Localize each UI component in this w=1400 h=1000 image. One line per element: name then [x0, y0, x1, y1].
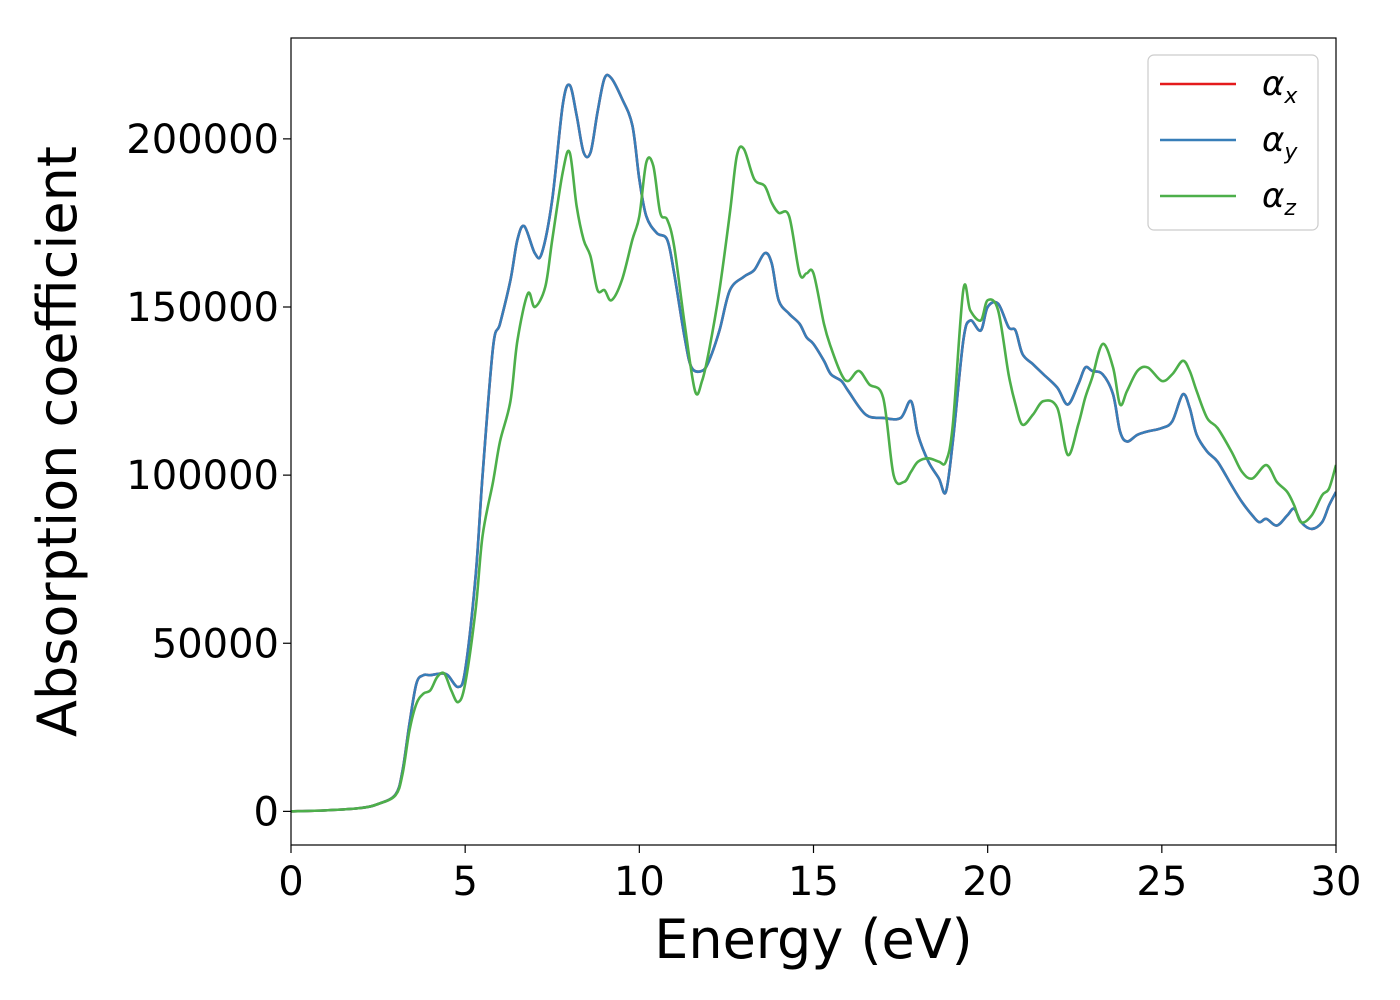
y-axis-label: Absorption coefficient [26, 146, 89, 737]
legend-entry-alpha-x: αx [1160, 64, 1298, 109]
x-tick-label: 20 [962, 859, 1013, 905]
y-tick-label: 100000 [126, 453, 279, 499]
legend-label: αz [1262, 176, 1296, 221]
x-tick-label: 30 [1311, 859, 1362, 905]
x-axis-ticks: 0 5 10 15 20 25 30 [278, 845, 1361, 905]
series-line-alpha-z [291, 145, 1336, 813]
y-axis-ticks: 0 50000 100000 150000 200000 [126, 117, 291, 835]
x-axis-label: Energy (eV) [654, 908, 973, 971]
series-layer [291, 73, 1336, 813]
x-tick-label: 25 [1136, 859, 1187, 905]
y-tick-label: 0 [254, 789, 279, 835]
legend-entry-alpha-y: αy [1160, 120, 1298, 165]
y-tick-label: 150000 [126, 285, 279, 331]
y-tick-label: 200000 [126, 117, 279, 163]
x-tick-label: 0 [278, 859, 303, 905]
x-tick-label: 5 [452, 859, 477, 905]
legend-label-subscript: y [1283, 140, 1298, 165]
legend-label: αy [1262, 120, 1298, 165]
legend-label-symbol: α [1262, 64, 1284, 104]
legend-box [1147, 54, 1319, 231]
series-line-alpha-y [291, 73, 1336, 813]
y-tick-label: 50000 [152, 621, 279, 667]
x-tick-label: 10 [614, 859, 665, 905]
x-tick-label: 15 [788, 859, 839, 905]
legend-label-symbol: α [1262, 176, 1284, 216]
legend-entry-alpha-z: αz [1160, 176, 1296, 221]
legend-label: αx [1262, 64, 1298, 109]
legend-label-subscript: x [1283, 84, 1298, 109]
legend-label-symbol: α [1262, 120, 1284, 160]
legend-label-subscript: z [1283, 196, 1296, 221]
